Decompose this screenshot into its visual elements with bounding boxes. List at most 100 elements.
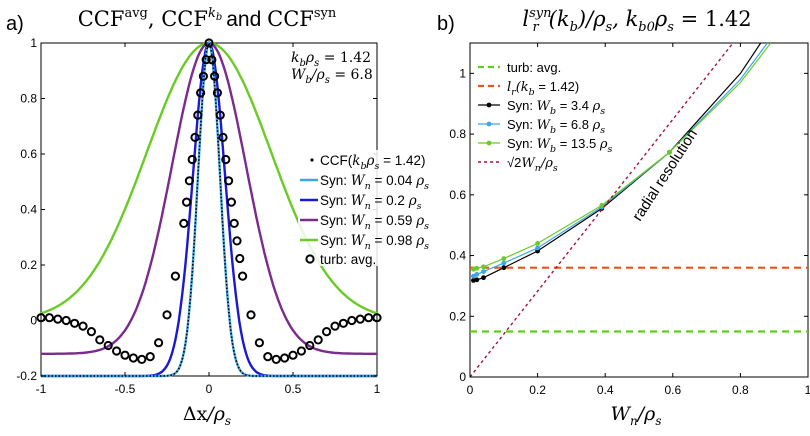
panel-a-ytick-label: 0.8 (20, 92, 37, 106)
panel-a-turb-point (347, 315, 357, 326)
panel-b-point-syn-wb68 (535, 245, 540, 251)
panel-b-ytick-label: 0.2 (449, 309, 466, 323)
panel-a-ytick-label: 1 (30, 36, 37, 50)
panel-b-point-syn-wb68 (501, 260, 507, 266)
panel-a-turb-point (53, 314, 63, 324)
panel-a-turb-point (224, 176, 234, 186)
panel-b-point-syn-wb135 (599, 203, 605, 208)
panel-a-xlabel: Δx/ρs (183, 403, 231, 428)
panel-b-xtick-label: 0 (467, 383, 474, 397)
legend-b-label-turb: turb: avg. (507, 60, 561, 75)
panel-a-turb-point (246, 310, 256, 320)
panel-b-xlabel: Wn/ρs (610, 403, 661, 428)
panel-a-turb-point (103, 340, 113, 351)
legend-b-label-wb68: Syn: Wb = 6.8 ρs (507, 117, 605, 136)
panel-a-turb-point (355, 314, 365, 324)
legend-b-label-wb34: Syn: Wb = 3.4 ρs (507, 98, 605, 117)
panel-b-ytick-label: 0.8 (449, 127, 466, 141)
panel-a-turb-point (305, 340, 315, 351)
panel-a-xtick-label: 0 (206, 382, 213, 396)
panel-a-turb-point (182, 197, 192, 207)
panel-a-turb-point (235, 253, 245, 264)
panel-b-xtick-label: 0.4 (597, 383, 614, 397)
legend-a-marker-turb (305, 254, 315, 264)
panel-b-xtick-label: 1 (805, 383, 810, 397)
panel-a-turb-point (254, 338, 264, 348)
panel-a-turb-point (120, 350, 130, 360)
panel-a-legend-box (298, 150, 440, 266)
panel-a-ytick-label: 0.4 (20, 203, 37, 217)
panel-a-turb-point (207, 55, 217, 65)
panel-a-turb-point (271, 354, 281, 364)
panel-a-turb-point (128, 353, 138, 363)
panel-a-turb-point (221, 154, 231, 165)
panel-a-label: a) (6, 13, 24, 35)
panel-b-ytick-label: 0.4 (449, 249, 466, 263)
panel-a-annotation-kb: kbρs = 1.42 (291, 50, 371, 69)
legend-b-marker-wb68 (486, 121, 492, 127)
panel-b-xtick-label: 0.2 (529, 383, 546, 397)
panel-a-turb-point (70, 318, 80, 328)
panel-b-ytick-label: 1 (459, 66, 466, 80)
panel-a-turb-point (229, 218, 239, 228)
panel-b-legend: turb: avg. lr(kb = 1.42) Syn: Wb = 3.4 ρ… (474, 55, 634, 174)
panel-a-turb-point (187, 154, 197, 165)
panel-b-point-syn-wb34 (501, 265, 507, 271)
panel-a-turb-point (44, 313, 55, 323)
panel-a-turb-point (61, 315, 71, 326)
panel-b-legend-box (474, 55, 634, 170)
panel-a-turb-point (322, 327, 332, 337)
legend-b-label-wb135: Syn: Wb = 13.5 ρs (507, 136, 612, 155)
panel-a-turb-point (330, 321, 340, 331)
panel-b-point-syn-wb135 (535, 241, 540, 246)
panel-b-point-syn-wb68 (474, 272, 480, 277)
panel-b: b) lsyn r (kb)/ρs, kb0ρs = 1.42 0 0.2 0.4 0.6… (437, 6, 810, 428)
panel-a-turb-point (280, 353, 290, 363)
panel-a-turb-point (154, 338, 164, 348)
panel-a-turb-point (338, 318, 348, 328)
legend-a-label-w02: Syn: Wn = 0.2 ρs (320, 193, 422, 212)
panel-b-xtick-label: 0.6 (664, 383, 681, 397)
panel-a-ytick-label: -0.2 (16, 369, 37, 383)
legend-b-label-lr: lr(kb = 1.42) (507, 79, 579, 98)
panel-a-turb-point (313, 335, 323, 345)
panel-b-point-syn-wb135 (501, 256, 507, 261)
panel-b-label: b) (437, 13, 455, 35)
panel-b-series-group (470, 43, 808, 377)
panel-a-turb-point (210, 71, 220, 81)
legend-a-label-w059: Syn: Wn = 0.59 ρs (320, 213, 429, 232)
legend-b-label-sqrt2: √2Wn/ρs (507, 155, 558, 174)
panel-a-ytick-label: 0 (30, 314, 37, 328)
panel-b-point-syn-wb135 (481, 264, 486, 270)
panel-b-point-syn-wb34 (481, 275, 486, 281)
panel-a-turb-point (198, 71, 208, 81)
panel-b-point-syn-wb135 (474, 265, 480, 271)
panel-a-xtick-label: -0.5 (115, 382, 136, 396)
panel-a-xtick-label: 1 (374, 382, 381, 396)
panel-a-turb-point (193, 110, 203, 120)
panel-a-turb-point (232, 236, 242, 246)
panel-a-turb-point (372, 313, 382, 323)
panel-b-title: lsyn r (kb)/ρs, kb0ρs = 1.42 (522, 6, 751, 35)
panel-a-turb-point (201, 55, 211, 65)
panel-a-turb-point (212, 88, 222, 98)
panel-a-xtick-label: -1 (36, 382, 47, 396)
panel-a-legend: CCF(kbρs = 1.42) Syn: Wn = 0.04 ρs Syn: … (298, 150, 440, 267)
legend-a-label-w004: Syn: Wn = 0.04 ρs (320, 173, 429, 192)
panel-b-axes-frame (469, 42, 809, 378)
panel-a-turb-point (162, 310, 172, 320)
panel-a-xtick-label: 0.5 (285, 382, 302, 396)
panel-a-turb-point (170, 271, 180, 281)
panel-b-ytick-label: 0.6 (449, 188, 466, 202)
panel-a-turb-point (288, 350, 298, 360)
panel-a-annotation-wb: Wb/ρs = 6.8 (291, 67, 373, 86)
panel-b-point-syn-wb68 (481, 269, 486, 274)
panel-a-turb-point (238, 271, 248, 281)
panel-a-turb-point (86, 327, 97, 337)
panel-a-turb-point (196, 88, 206, 98)
panel-b-ticks: 0 0.2 0.4 0.6 0.8 1 0 0.2 0.4 0.6 0.8 1 (449, 43, 810, 397)
legend-a-marker-ccf (310, 158, 314, 162)
panel-b-point-syn-wb34 (474, 277, 480, 283)
panel-a-turb-point (364, 313, 374, 323)
